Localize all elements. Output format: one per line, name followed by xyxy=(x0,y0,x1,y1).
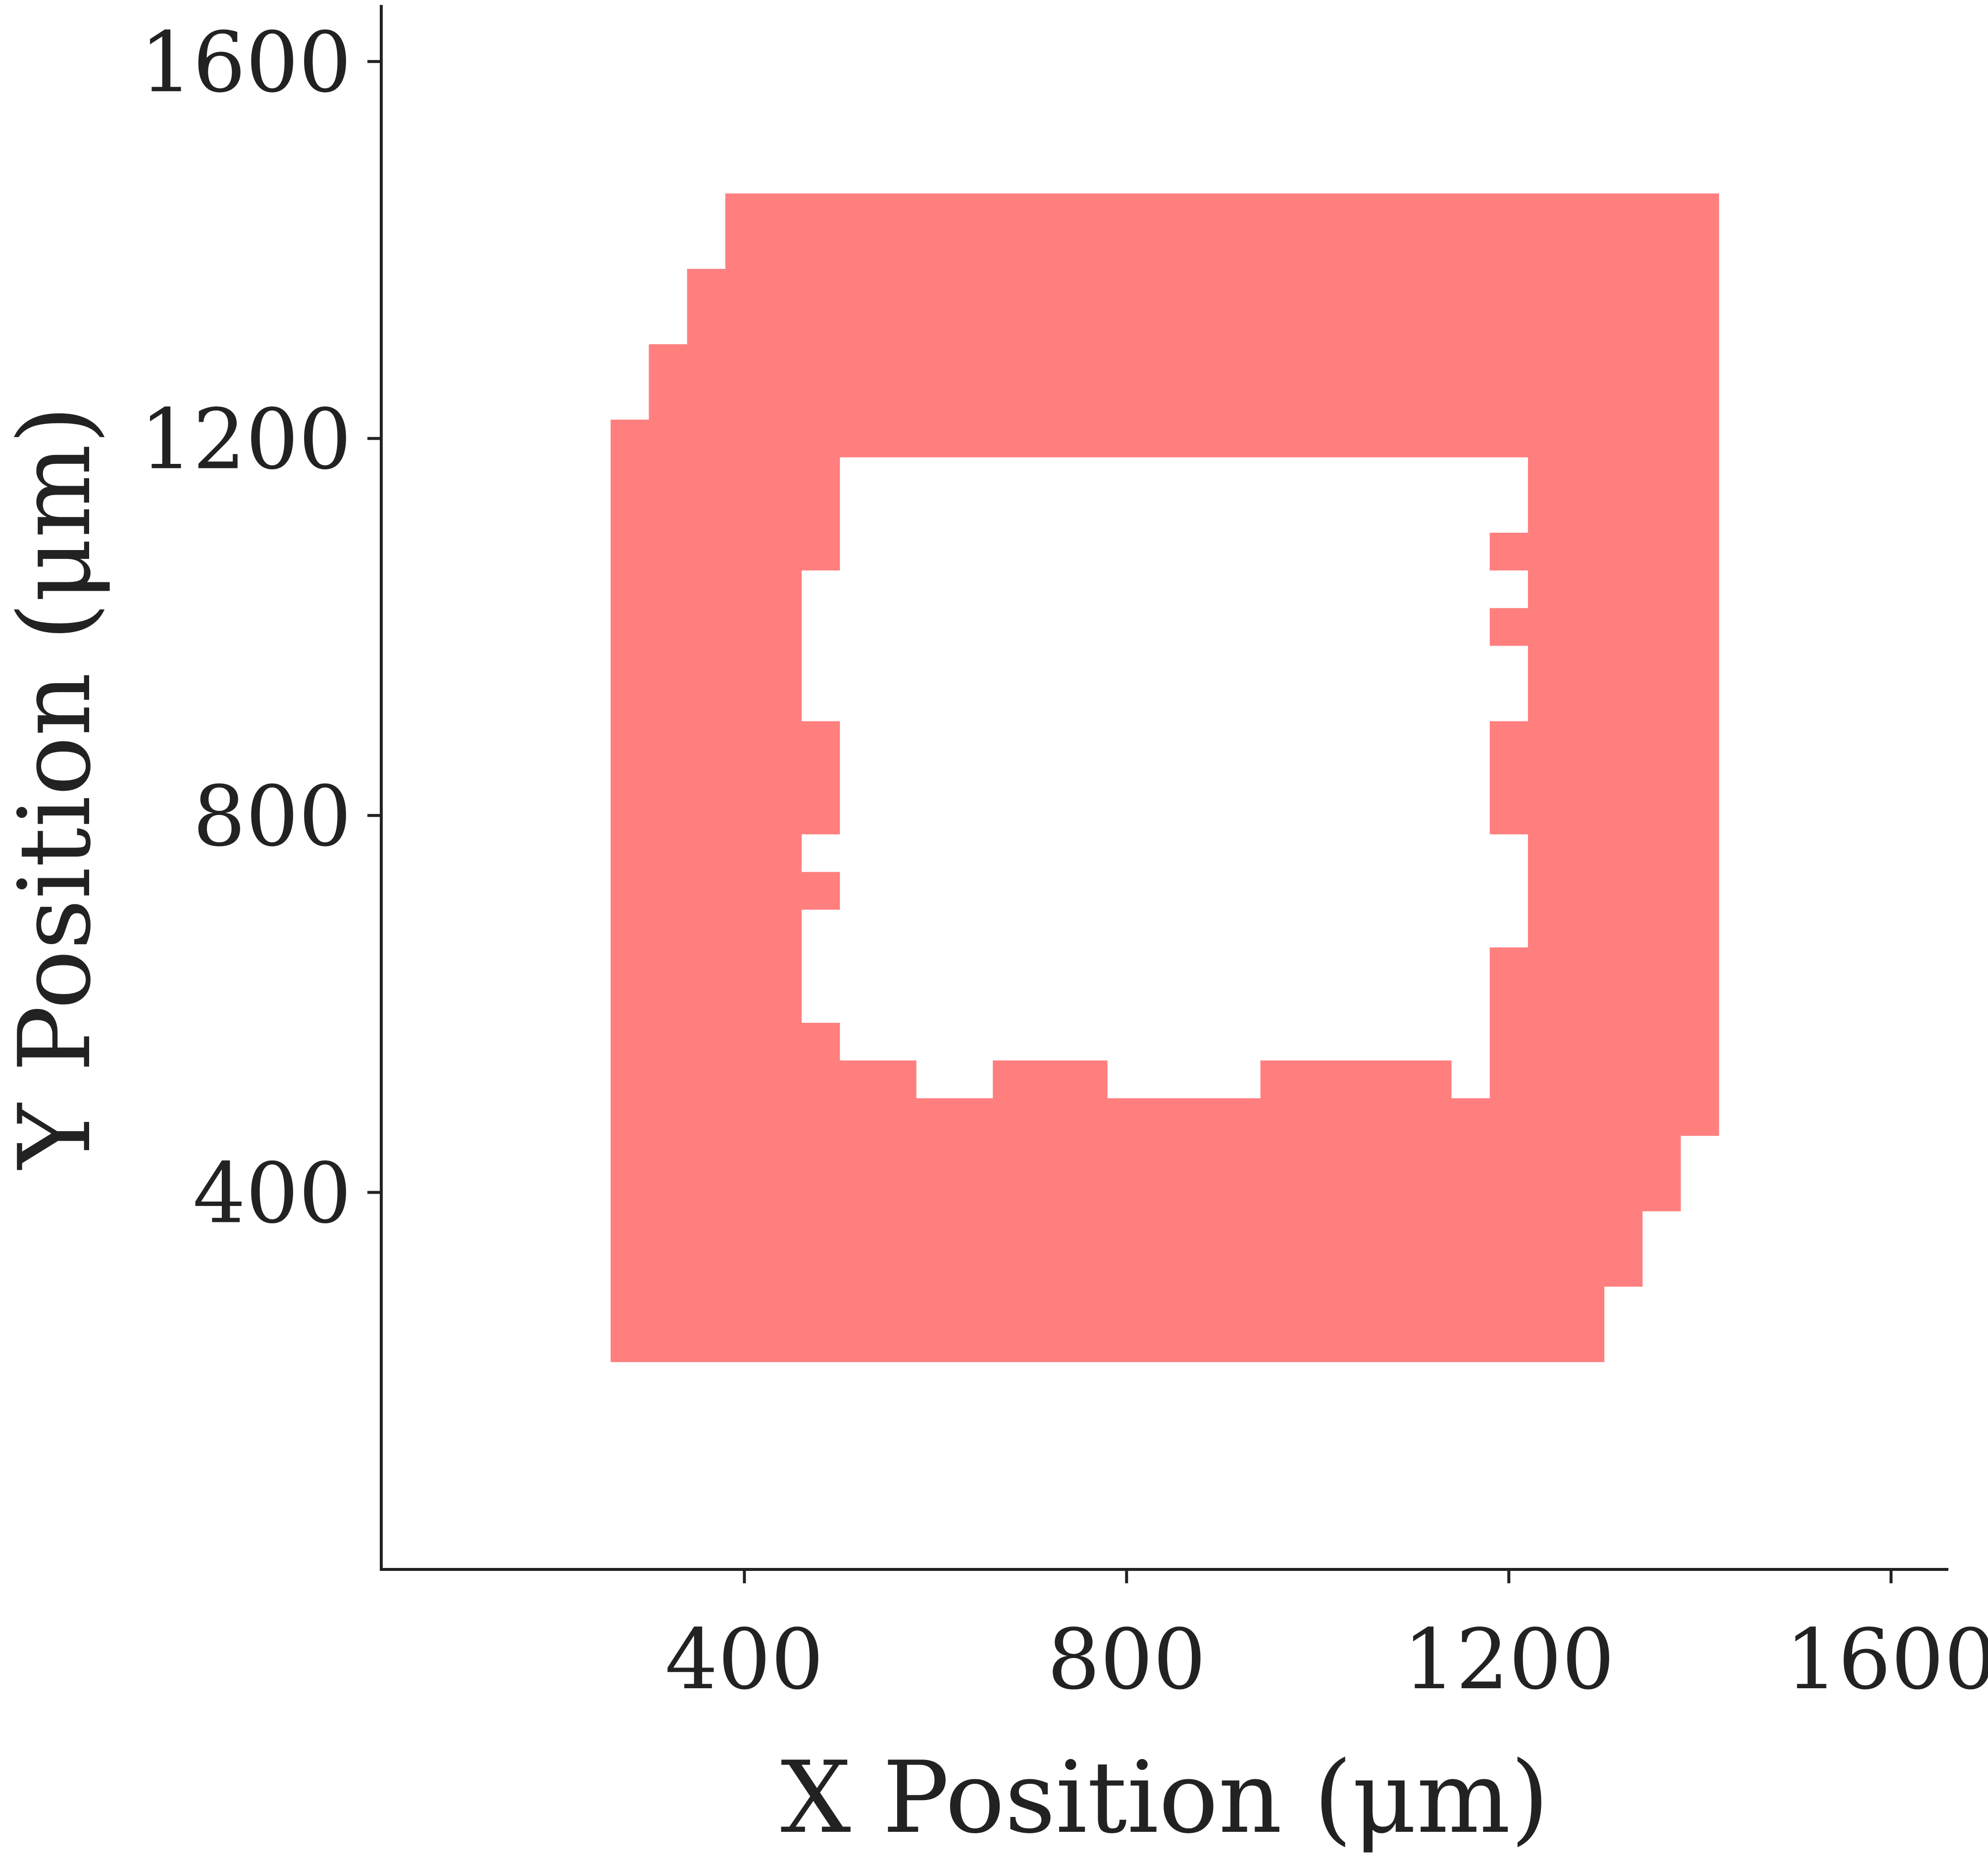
plot-area xyxy=(611,193,1719,1362)
x-tick-label: 1200 xyxy=(1403,1611,1615,1708)
x-axis-ticks: 400 800 1200 1600 xyxy=(665,1569,1988,1708)
x-tick-label: 400 xyxy=(665,1611,824,1708)
y-tick-label: 800 xyxy=(193,768,352,865)
region-series-0 xyxy=(611,193,1719,1362)
y-axis-label: Y Position (μm) xyxy=(0,405,113,1170)
x-tick-label: 1600 xyxy=(1785,1611,1988,1708)
y-tick-label: 400 xyxy=(193,1145,352,1242)
axis-spines xyxy=(380,5,1948,1571)
axes xyxy=(380,5,1948,1571)
x-axis-label: X Position (μm) xyxy=(780,1740,1549,1856)
y-tick-label: 1200 xyxy=(140,391,352,488)
y-tick-label: 1600 xyxy=(140,14,352,111)
x-tick-label: 800 xyxy=(1047,1611,1206,1708)
y-axis-ticks: 400 800 1200 1600 xyxy=(140,14,381,1242)
